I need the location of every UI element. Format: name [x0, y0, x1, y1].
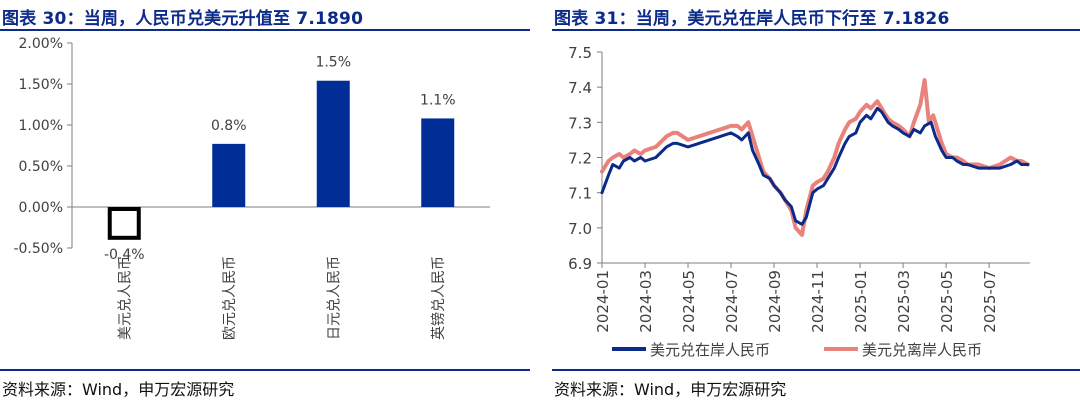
left-chart-title: 图表 30：当周，人民币兑美元升值至 7.1890 [2, 9, 364, 29]
right-x-tick-label: 2025-01 [852, 270, 870, 333]
right-x-tick-label: 2025-03 [895, 270, 913, 333]
left-y-tick-label: 0.50% [19, 159, 63, 175]
right-x-tick-label: 2024-01 [594, 270, 612, 333]
left-bar-data-label: 1.1% [420, 92, 456, 108]
right-title-rule [552, 29, 1080, 31]
right-source-note: 资料来源：Wind，申万宏源研究 [554, 380, 787, 399]
right-y-tick-label: 7.1 [568, 185, 592, 203]
left-bar [107, 207, 141, 240]
right-x-tick-label: 2024-05 [680, 270, 698, 333]
left-x-category-label: 日元兑人民币 [326, 256, 342, 340]
left-x-category-label: 欧元兑人民币 [222, 256, 238, 340]
right-y-tick-label: 6.9 [568, 255, 592, 273]
left-y-tick-label: 2.00% [19, 36, 63, 52]
left-y-tick-label: 1.50% [19, 77, 63, 93]
right-panel: 图表 31：当周，美元兑在岸人民币下行至 7.1826 7.5 7.4 7.3 7.2… [552, 0, 1080, 401]
right-y-tick-label: 7.3 [568, 114, 592, 132]
right-y-tick-label: 7.5 [568, 44, 592, 62]
right-x-tick-label: 2024-11 [809, 270, 827, 333]
right-x-tick-label: 2025-07 [981, 270, 999, 333]
left-bar-data-label: 1.5% [315, 55, 351, 71]
right-source-rule [552, 369, 1080, 371]
left-bar [212, 143, 246, 207]
right-chart-title: 图表 31：当周，美元兑在岸人民币下行至 7.1826 [554, 9, 950, 29]
right-legend: 美元兑在岸人民币 美元兑离岸人民币 [612, 341, 982, 359]
left-title-rule [0, 29, 530, 31]
left-x-category-label: 英镑兑人民币 [430, 256, 447, 340]
left-bar-data-label: -0.4% [104, 247, 145, 263]
left-bar [316, 80, 350, 207]
left-bar [421, 118, 455, 207]
left-panel: 图表 30：当周，人民币兑美元升值至 7.1890 2.00% 1.50% 1.00… [0, 0, 530, 401]
left-y-tick-label: 1.00% [19, 118, 63, 134]
right-x-tick-label: 2024-07 [723, 270, 741, 333]
left-bar-data-label: 0.8% [211, 118, 247, 134]
left-bar-chart: 2.00% 1.50% 1.00% 0.50% 0.00% -0.50% -0.4%美元兑人… [13, 36, 490, 340]
offshore-series-line [600, 78, 1030, 237]
left-x-category-label: 美元兑人民币 [117, 256, 133, 340]
left-y-tick-label: 0.00% [19, 200, 63, 216]
onshore-series-line [600, 106, 1030, 226]
right-x-tick-label: 2024-09 [766, 270, 784, 333]
legend-label-onshore: 美元兑在岸人民币 [650, 341, 770, 359]
legend-label-offshore: 美元兑离岸人民币 [862, 341, 982, 359]
left-y-tick-label: -0.50% [13, 241, 63, 257]
right-x-tick-label: 2024-03 [637, 270, 655, 333]
left-source-rule [0, 369, 530, 371]
left-source-note: 资料来源：Wind，申万宏源研究 [2, 380, 235, 399]
right-y-tick-label: 7.4 [568, 79, 592, 97]
right-y-tick-label: 7.2 [568, 150, 592, 168]
right-x-tick-label: 2025-05 [938, 270, 956, 333]
right-y-tick-label: 7.0 [568, 220, 592, 238]
